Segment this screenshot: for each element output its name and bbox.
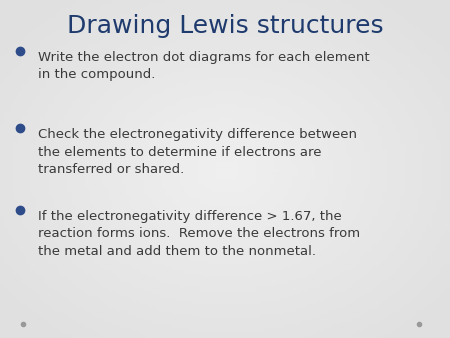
Text: Write the electron dot diagrams for each element
in the compound.: Write the electron dot diagrams for each… xyxy=(38,51,370,81)
Text: If the electronegativity difference > 1.67, the
reaction forms ions.  Remove the: If the electronegativity difference > 1.… xyxy=(38,210,360,258)
Text: Drawing Lewis structures: Drawing Lewis structures xyxy=(67,14,383,38)
Text: Check the electronegativity difference between
the elements to determine if elec: Check the electronegativity difference b… xyxy=(38,128,357,176)
